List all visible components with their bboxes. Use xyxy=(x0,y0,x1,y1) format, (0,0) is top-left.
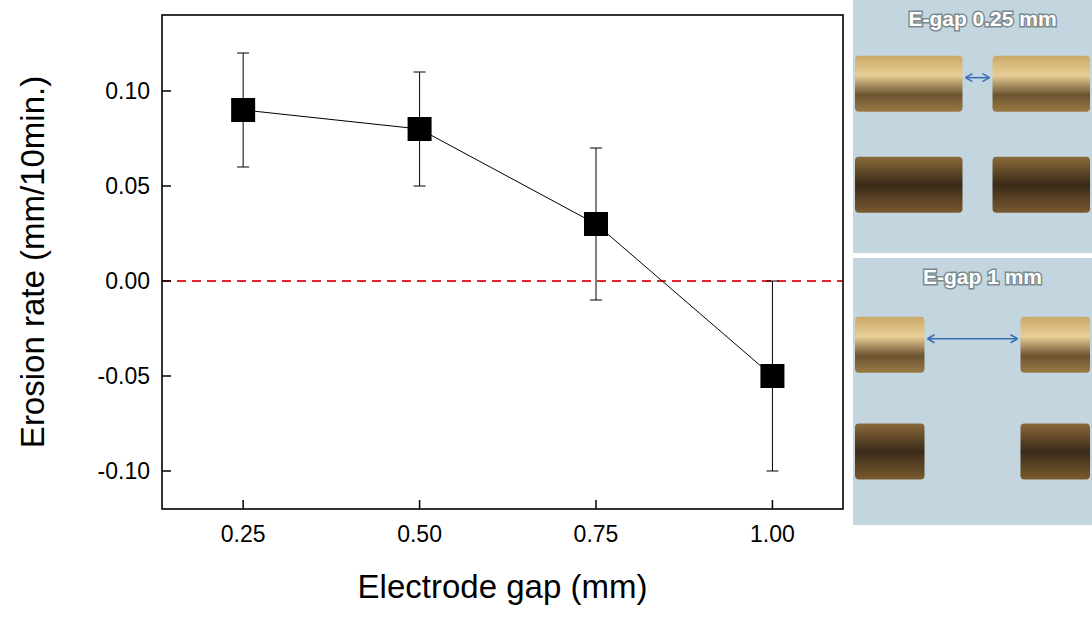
y-tick xyxy=(162,185,171,187)
error-bar-cap xyxy=(414,72,426,73)
data-point xyxy=(408,117,432,141)
x-tick xyxy=(595,500,597,509)
x-tick xyxy=(242,500,244,509)
x-tick-label: 0.50 xyxy=(397,521,442,547)
x-tick-label: 0.75 xyxy=(574,521,619,547)
electrode xyxy=(855,424,925,480)
electrode xyxy=(855,157,963,213)
y-tick xyxy=(162,280,171,282)
y-tick xyxy=(162,375,171,377)
photo-background xyxy=(853,258,1092,525)
y-axis-title: Erosion rate (mm/10min.) xyxy=(14,76,51,448)
data-group xyxy=(231,53,784,471)
error-bar-cap xyxy=(766,281,778,282)
electrode xyxy=(993,157,1091,213)
data-point xyxy=(231,98,255,122)
error-bar-cap xyxy=(237,53,249,54)
chart-container: -0.10 -0.05 0.00 0.05 0.10 0.25 0.50 0.75 1.00 El… xyxy=(0,0,1092,617)
x-tick xyxy=(419,500,421,509)
gap-arrow-head xyxy=(966,74,990,82)
data-point xyxy=(584,212,608,236)
reference-line xyxy=(162,280,843,282)
y-tick-label: -0.05 xyxy=(98,363,150,389)
photo-label: E-gap 0.25 mm xyxy=(908,7,1056,30)
data-point xyxy=(760,364,784,388)
error-bar-cap xyxy=(766,471,778,472)
electrode xyxy=(1021,317,1091,373)
electrode xyxy=(1021,424,1091,480)
photo-label: E-gap 1 mm xyxy=(923,265,1042,288)
error-bar-cap xyxy=(590,300,602,301)
y-tick xyxy=(162,470,171,472)
gap-arrow xyxy=(928,338,1018,340)
y-tick-label: 0.05 xyxy=(105,173,150,199)
electrode xyxy=(855,56,963,112)
photo-background xyxy=(853,0,1092,253)
y-tick xyxy=(162,90,171,92)
chart-svg: -0.10 -0.05 0.00 0.05 0.10 0.25 0.50 0.75 1.00 El… xyxy=(0,0,1092,617)
electrode xyxy=(855,317,925,373)
error-bar-cap xyxy=(590,148,602,149)
x-tick-label: 0.25 xyxy=(221,521,266,547)
photo-panel: E-gap 1 mm xyxy=(853,258,1092,525)
electrode xyxy=(993,56,1091,112)
x-axis-title: Electrode gap (mm) xyxy=(358,568,648,605)
error-bar-cap xyxy=(414,186,426,187)
plot-frame xyxy=(162,15,843,509)
data-line xyxy=(243,110,772,376)
x-tick xyxy=(772,500,774,509)
y-tick-label: -0.10 xyxy=(98,458,150,484)
y-tick-label: 0.00 xyxy=(105,268,150,294)
gap-arrow-head xyxy=(928,335,1018,343)
y-tick-label: 0.10 xyxy=(105,78,150,104)
error-bar-cap xyxy=(237,167,249,168)
gap-arrow xyxy=(966,77,990,79)
photo-panel: E-gap 0.25 mm xyxy=(853,0,1092,253)
x-tick-label: 1.00 xyxy=(750,521,795,547)
